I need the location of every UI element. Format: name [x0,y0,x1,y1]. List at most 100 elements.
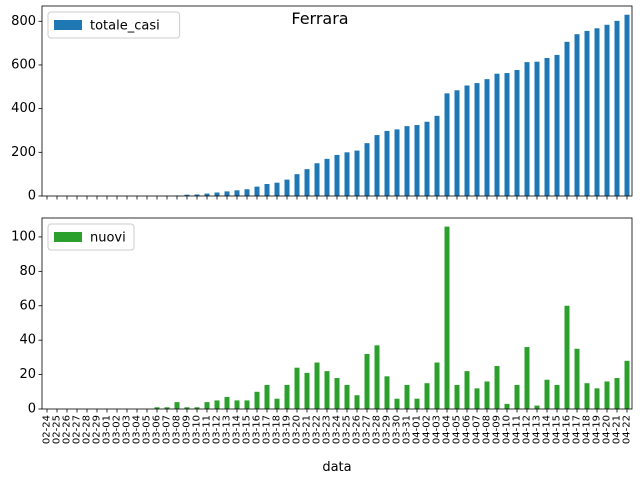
bar-nuovi-04-03 [434,362,440,409]
bar-nuovi-04-16 [564,305,570,409]
x-tick-label: 04-05 [452,415,463,444]
x-tick-label: 03-26 [352,415,363,444]
bar-nuovi-03-19 [284,384,290,409]
x-tick-label: 04-04 [442,415,453,444]
bar-nuovi-04-18 [584,383,590,409]
y-tick-label: 60 [19,298,36,313]
y-tick-label: 600 [11,57,36,72]
bar-nuovi-03-11 [204,402,210,409]
x-tick-label: 04-16 [562,415,573,444]
x-tick-label: 03-14 [232,415,243,444]
x-tick-label: 04-03 [432,415,443,444]
x-tick-label: 03-28 [372,415,383,444]
bar-nuovi-03-08 [174,402,180,409]
axes-frame [41,5,633,197]
bar-nuovi-04-22 [624,360,630,409]
legend-swatch [54,232,82,242]
x-tick-label: 03-07 [162,415,173,444]
x-tick-label: 04-22 [622,415,633,444]
bar-totale_casi-03-21 [304,169,310,196]
x-tick-label: 04-11 [512,415,523,444]
legend-label: totale_casi [90,19,160,34]
x-tick-label: 04-21 [612,415,623,444]
x-tick-label: 03-31 [402,415,413,444]
x-tick-label: 04-18 [582,415,593,444]
x-tick-label: 04-19 [592,415,603,444]
x-tick-label: 03-29 [382,415,393,444]
bar-totale_casi-04-18 [584,30,590,197]
bar-totale_casi-04-05 [454,90,460,196]
bar-nuovi-04-02 [424,383,430,409]
bar-totale_casi-03-20 [294,174,300,196]
bar-nuovi-03-22 [314,362,320,409]
nuovi-chart: 02-24 02-25 02-26 02-27 02-28 02-29 03-01 03-02… [11,217,633,475]
x-tick-label: 03-05 [142,415,153,444]
x-tick-label: 03-27 [362,415,373,444]
x-tick-label: 03-03 [122,415,133,444]
x-axis-label: data [322,460,351,475]
bar-nuovi-03-18 [274,398,280,409]
legend [47,11,181,39]
x-tick-label: 04-09 [492,415,503,444]
x-tick-label: 04-02 [422,415,433,444]
x-tick-label: 04-10 [502,415,513,444]
x-tick-label: 03-15 [242,415,253,444]
bar-totale_casi-04-16 [564,41,570,196]
bar-totale_casi-04-15 [554,54,560,196]
bar-totale_casi-03-13 [224,191,230,196]
axes-frame [41,217,633,410]
x-tick-label: 03-01 [102,415,113,444]
x-tick-label: 04-15 [552,415,563,444]
bar-totale_casi-03-10 [194,194,200,196]
bar-nuovi-03-14 [234,400,240,409]
x-tick-label: 02-24 [42,415,53,444]
legend-swatch [54,20,82,30]
x-tick-label: 03-25 [342,415,353,444]
bar-nuovi-04-19 [594,388,600,409]
bar-totale_casi-04-12 [524,62,530,196]
x-tick-label: 03-30 [392,415,403,444]
bar-totale_casi-04-20 [604,24,610,197]
bar-nuovi-04-08 [484,381,490,409]
y-tick-label: 20 [19,367,36,382]
bar-totale_casi-04-08 [484,79,490,196]
x-tick-label: 03-24 [332,415,343,444]
x-tick-label: 03-06 [152,415,163,444]
bar-totale_casi-04-07 [474,83,480,196]
bar-totale_casi-04-06 [464,85,470,196]
bar-totale_casi-04-04 [444,93,450,196]
y-tick-label: 0 [28,189,36,204]
bar-nuovi-04-06 [464,371,470,409]
x-tick-label: 04-06 [462,415,473,444]
bar-nuovi-04-07 [474,388,480,409]
x-tick-label: 03-17 [262,415,273,444]
bar-totale_casi-04-21 [614,20,620,196]
bar-nuovi-04-17 [574,348,580,409]
x-tick-label: 02-27 [72,415,83,444]
bar-totale_casi-03-14 [234,190,240,196]
bar-nuovi-03-27 [364,353,370,409]
legend [47,223,135,251]
x-tick-label: 04-07 [472,415,483,444]
x-tick-label: 04-14 [542,415,553,444]
bar-nuovi-03-28 [374,345,380,409]
bar-nuovi-03-23 [324,371,330,409]
bar-totale_casi-04-22 [624,14,630,196]
bar-totale_casi-03-23 [324,158,330,196]
x-tick-label: 03-09 [182,415,193,444]
x-tick-label: 03-23 [322,415,333,444]
bar-nuovi-03-29 [384,376,390,409]
bar-totale_casi-03-29 [384,130,390,196]
legend-label: nuovi [90,231,126,246]
bar-nuovi-03-20 [294,367,300,409]
bar-nuovi-03-06 [154,407,160,409]
bar-nuovi-04-12 [524,347,530,409]
bar-totale_casi-04-11 [514,69,520,196]
y-tick-label: 200 [11,145,36,160]
bar-totale_casi-04-09 [494,73,500,196]
x-tick-label: 03-08 [172,415,183,444]
bar-nuovi-04-11 [514,384,520,409]
figure-title: Ferrara [291,9,348,28]
bar-totale_casi-04-03 [434,115,440,196]
